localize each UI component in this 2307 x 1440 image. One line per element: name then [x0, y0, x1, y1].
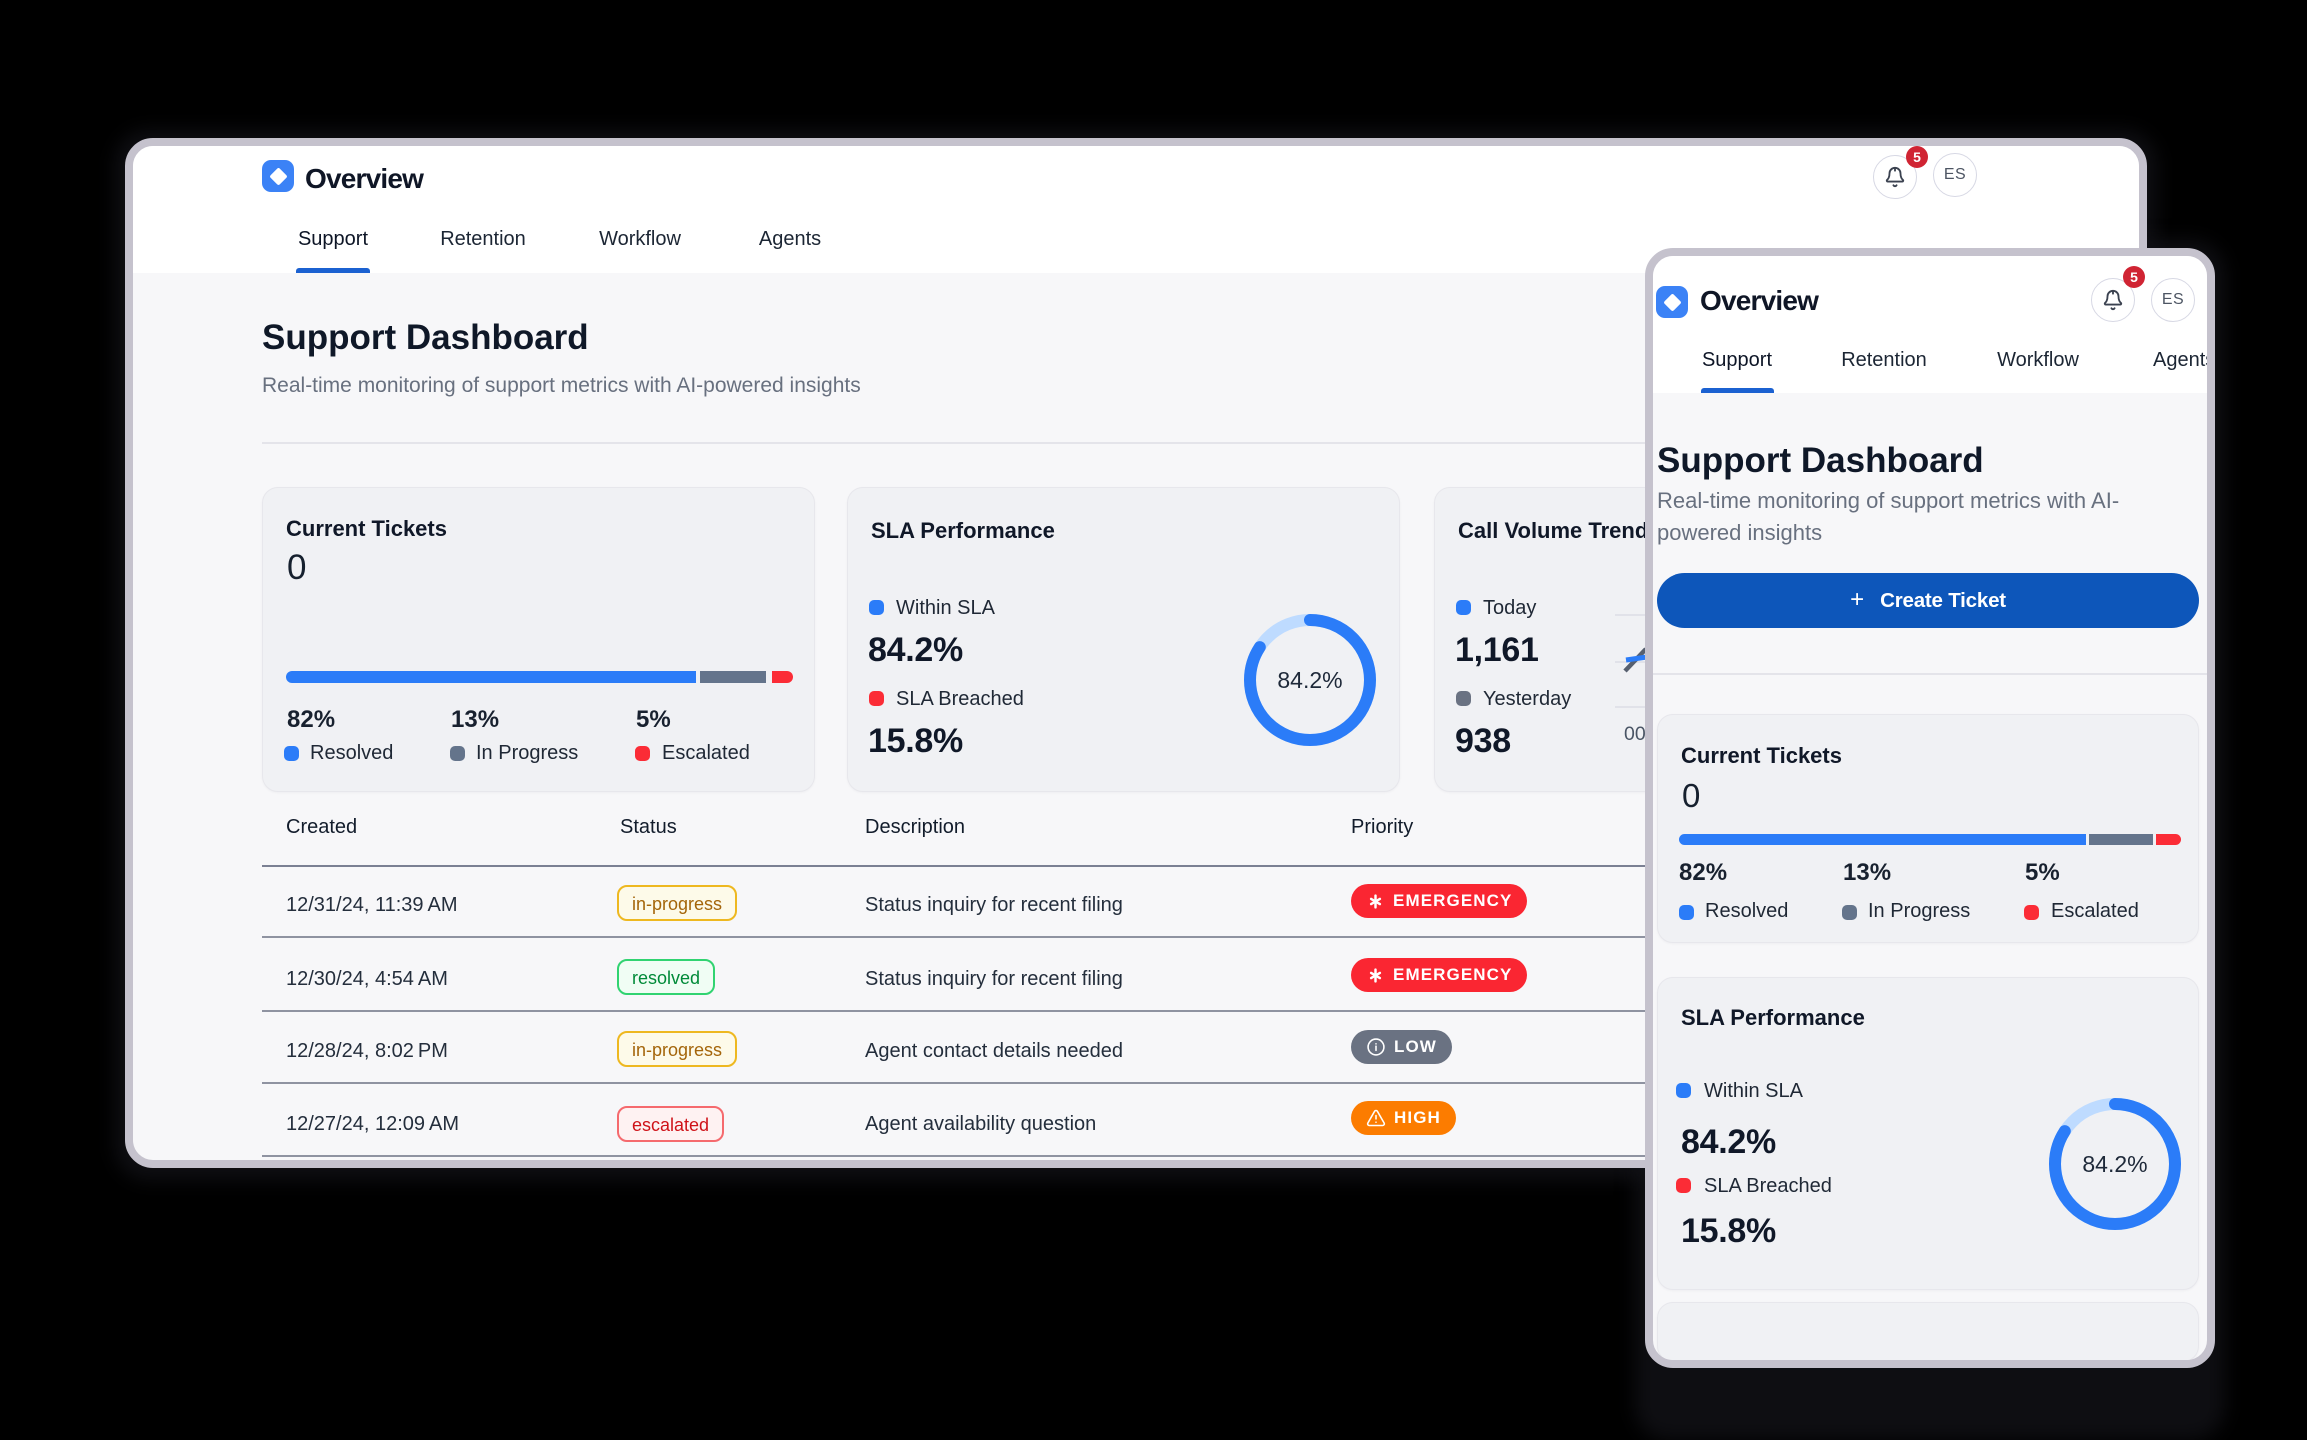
svg-text:84.2%: 84.2% [1277, 667, 1342, 693]
svg-text:00: 00 [1624, 723, 1646, 745]
svg-text:84.2%: 84.2% [2082, 1151, 2147, 1177]
